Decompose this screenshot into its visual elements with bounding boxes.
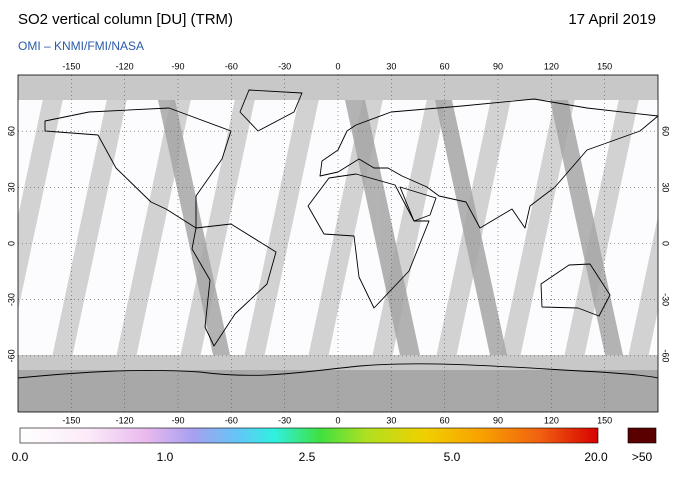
lon-label-bottom: 150 xyxy=(597,415,612,425)
lat-label-right: 0 xyxy=(661,241,671,246)
lat-label-left: -60 xyxy=(6,349,16,362)
lat-label-right: -60 xyxy=(661,349,671,362)
graticule xyxy=(18,75,658,412)
lon-label-top: 150 xyxy=(597,61,612,71)
map-frame xyxy=(17,74,659,413)
colorbar-overflow xyxy=(627,427,657,444)
lat-label-left: 60 xyxy=(6,126,16,136)
lon-label-bottom: -30 xyxy=(278,415,291,425)
lon-label-bottom: -60 xyxy=(225,415,238,425)
lon-label-bottom: 120 xyxy=(544,415,559,425)
lon-label-top: -60 xyxy=(225,61,238,71)
colorbar-label: 20.0 xyxy=(584,450,608,464)
lon-label-bottom: 30 xyxy=(386,415,396,425)
colorbar-label: 0.0 xyxy=(12,450,29,464)
lat-label-right: 30 xyxy=(661,182,671,192)
colorbar-label: >50 xyxy=(632,450,653,464)
lon-label-top: 120 xyxy=(544,61,559,71)
lon-label-top: -30 xyxy=(278,61,291,71)
lon-label-bottom: 90 xyxy=(493,415,503,425)
lon-label-bottom: -150 xyxy=(62,415,80,425)
map xyxy=(18,75,658,412)
colorbar-label: 2.5 xyxy=(299,450,316,464)
lon-label-bottom: 0 xyxy=(335,415,340,425)
colorbar-labels: 0.0 1.0 2.5 5.0 20.0 >50 xyxy=(12,450,653,464)
lon-label-top: 0 xyxy=(335,61,340,71)
lat-label-right: -30 xyxy=(661,293,671,306)
lat-label-right: 60 xyxy=(661,126,671,136)
date: 17 April 2019 xyxy=(568,11,656,28)
lon-label-top: -90 xyxy=(171,61,184,71)
lon-label-bottom: 60 xyxy=(440,415,450,425)
lat-label-left: -30 xyxy=(6,293,16,306)
colorbar-label: 1.0 xyxy=(157,450,174,464)
source: OMI – KNMI/FMI/NASA xyxy=(18,39,144,53)
lon-label-bottom: -120 xyxy=(116,415,134,425)
lon-label-top: 60 xyxy=(440,61,450,71)
lon-label-top: 30 xyxy=(386,61,396,71)
colorbar xyxy=(19,427,599,444)
lat-label-left: 0 xyxy=(6,241,16,246)
colorbar-label: 5.0 xyxy=(444,450,461,464)
lon-label-bottom: -90 xyxy=(171,415,184,425)
coastlines xyxy=(18,89,658,379)
lat-label-left: 30 xyxy=(6,182,16,192)
lon-label-top: -120 xyxy=(116,61,134,71)
title: SO2 vertical column [DU] (TRM) xyxy=(18,11,233,28)
lon-label-top: 90 xyxy=(493,61,503,71)
lon-label-top: -150 xyxy=(62,61,80,71)
